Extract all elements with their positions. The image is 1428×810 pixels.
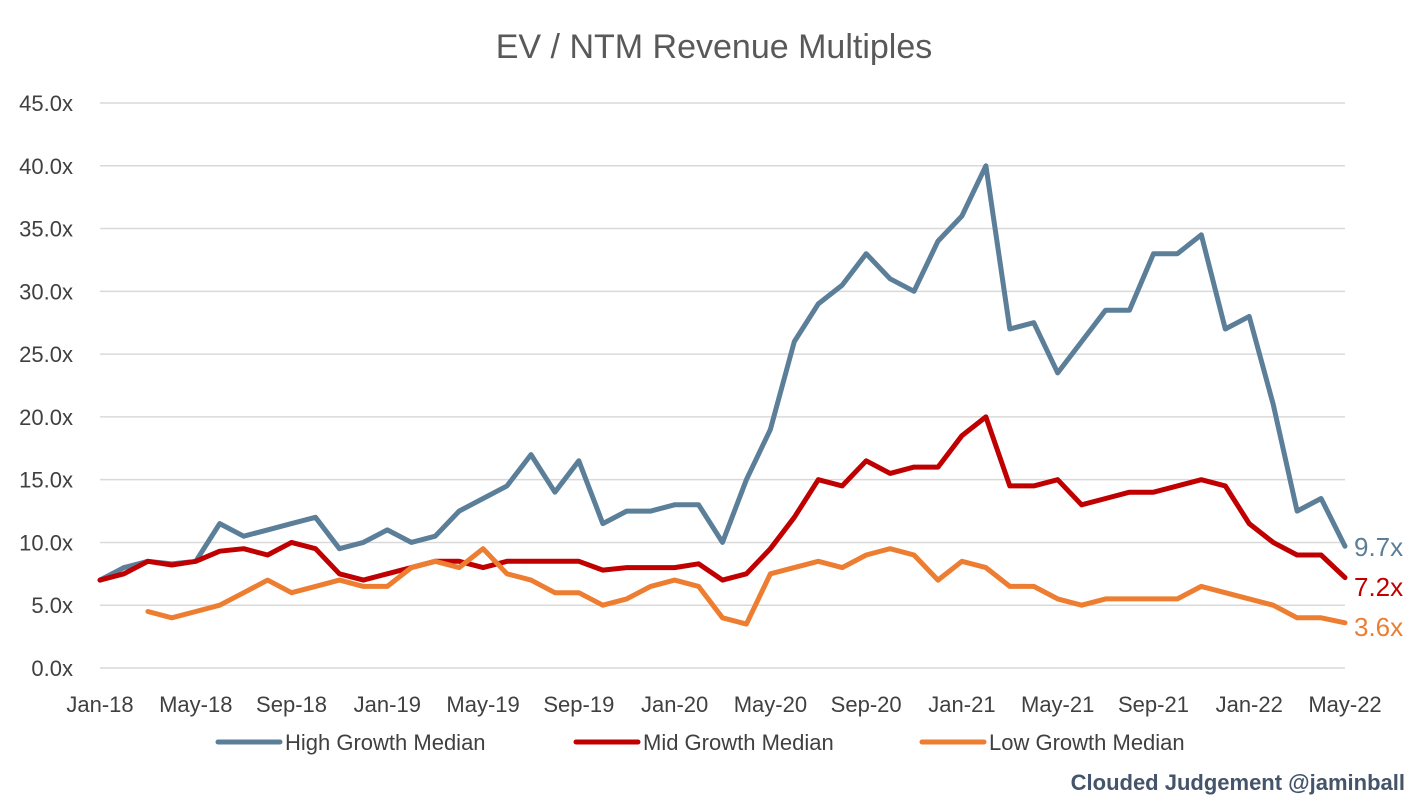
- y-tick-label: 45.0x: [19, 91, 73, 116]
- end-label-2: 3.6x: [1354, 612, 1403, 642]
- y-tick-label: 20.0x: [19, 405, 73, 430]
- x-tick-label: Sep-19: [543, 692, 614, 717]
- x-tick-label: Jan-22: [1216, 692, 1283, 717]
- legend-label: Mid Growth Median: [643, 730, 834, 755]
- x-tick-label: Jan-19: [354, 692, 421, 717]
- legend-label: High Growth Median: [285, 730, 486, 755]
- x-tick-label: Jan-21: [928, 692, 995, 717]
- end-label-1: 7.2x: [1354, 572, 1403, 602]
- credit-text: Clouded Judgement @jaminball: [1071, 770, 1405, 795]
- y-tick-label: 10.0x: [19, 530, 73, 555]
- x-axis-ticks: Jan-18 May-18 Sep-18 Jan-19 May-19 Sep-19 Jan-…: [66, 692, 1381, 717]
- series-lines: [97, 163, 1348, 627]
- y-tick-label: 35.0x: [19, 217, 73, 242]
- chart-title: EV / NTM Revenue Multiples: [496, 28, 933, 66]
- x-tick-label: May-22: [1308, 692, 1381, 717]
- series-line-1: [97, 414, 1348, 583]
- y-tick-label: 15.0x: [19, 468, 73, 493]
- y-tick-label: 40.0x: [19, 154, 73, 179]
- end-labels: 9.7x 7.2x 3.6x: [1354, 532, 1403, 642]
- x-tick-label: May-20: [734, 692, 807, 717]
- x-tick-label: Sep-21: [1118, 692, 1189, 717]
- y-axis-ticks: 0.0x 5.0x 10.0x 15.0x 20.0x 25.0x 30.0x 35.0x 40…: [19, 91, 73, 681]
- x-tick-label: Jan-20: [641, 692, 708, 717]
- legend: High Growth Median Mid Growth Median Low G…: [215, 730, 1185, 755]
- x-tick-label: May-19: [446, 692, 519, 717]
- y-tick-label: 5.0x: [31, 593, 73, 618]
- y-tick-label: 0.0x: [31, 656, 73, 681]
- x-tick-label: May-18: [159, 692, 232, 717]
- x-tick-label: Jan-18: [66, 692, 133, 717]
- x-tick-label: Sep-18: [256, 692, 327, 717]
- series-line-0: [97, 163, 1348, 583]
- x-tick-label: May-21: [1021, 692, 1094, 717]
- grid-lines: [100, 102, 1345, 669]
- end-label-0: 9.7x: [1354, 532, 1403, 562]
- y-tick-label: 30.0x: [19, 279, 73, 304]
- y-tick-label: 25.0x: [19, 342, 73, 367]
- legend-label: Low Growth Median: [989, 730, 1185, 755]
- series-line-2: [145, 546, 1348, 627]
- x-tick-label: Sep-20: [831, 692, 902, 717]
